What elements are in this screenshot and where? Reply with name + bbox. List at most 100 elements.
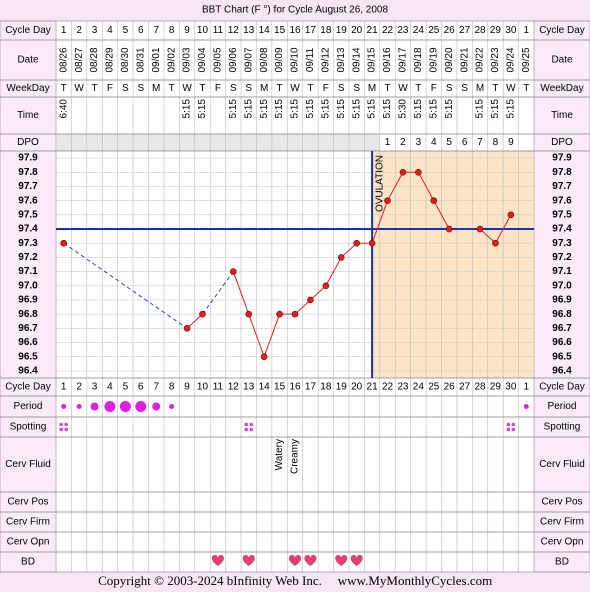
temp-point bbox=[492, 239, 499, 247]
cycle-day: 25 bbox=[428, 25, 440, 36]
date: 08/31 bbox=[135, 47, 146, 72]
cerv-fluid: Creamy bbox=[290, 439, 301, 474]
date: 09/07 bbox=[243, 47, 254, 72]
weekday: F bbox=[431, 83, 437, 94]
row-label: WeekDay bbox=[540, 83, 583, 94]
date: 08/29 bbox=[105, 47, 116, 72]
y-tick-label: 97.6 bbox=[18, 195, 38, 206]
row-label: Cerv Firm bbox=[6, 517, 50, 528]
row-label: BD bbox=[555, 557, 569, 568]
temp-point bbox=[368, 239, 376, 247]
weekday: T bbox=[277, 83, 283, 94]
cycle-day: 4 bbox=[107, 25, 113, 36]
cycle-day: 12 bbox=[228, 25, 240, 36]
cycle-day: 15 bbox=[274, 25, 286, 36]
period-dot bbox=[90, 402, 99, 411]
weekday: S bbox=[446, 83, 453, 94]
cycle-day: 28 bbox=[474, 382, 486, 393]
row-label: Cerv Fluid bbox=[5, 459, 51, 470]
time: 5:15 bbox=[274, 99, 285, 119]
time: 5:15 bbox=[259, 99, 270, 119]
y-tick-label: 97.8 bbox=[18, 167, 38, 178]
weekday: M bbox=[476, 83, 484, 94]
date: 09/11 bbox=[305, 47, 316, 72]
bd-heart bbox=[304, 554, 317, 566]
time: 5:15 bbox=[182, 99, 193, 119]
date: 09/23 bbox=[490, 47, 501, 72]
date: 09/09 bbox=[274, 47, 285, 72]
cycle-day: 24 bbox=[413, 382, 425, 393]
dpo: 1 bbox=[385, 137, 391, 148]
cycle-day: 21 bbox=[367, 25, 379, 36]
gap-connector bbox=[202, 271, 234, 315]
bd-heart bbox=[350, 554, 363, 566]
date: 09/24 bbox=[506, 47, 517, 72]
bd-heart bbox=[288, 554, 302, 566]
weekday: T bbox=[492, 83, 498, 94]
date: 09/10 bbox=[290, 47, 301, 72]
weekday: T bbox=[91, 83, 97, 94]
time: 5:15 bbox=[475, 99, 486, 119]
bd-heart bbox=[335, 554, 348, 566]
y-tick-label: 97.6 bbox=[552, 195, 572, 206]
row-label: Cerv Pos bbox=[541, 497, 582, 508]
cycle-day: 26 bbox=[444, 25, 456, 36]
cycle-day: 8 bbox=[169, 382, 175, 393]
cycle-day: 29 bbox=[490, 25, 502, 36]
time: 5:15 bbox=[305, 99, 316, 119]
dpo: 2 bbox=[400, 137, 406, 148]
y-tick-label: 96.4 bbox=[18, 366, 38, 377]
y-tick-label: 97.0 bbox=[552, 280, 572, 291]
cycle-day: 9 bbox=[184, 25, 190, 36]
temp-point bbox=[183, 325, 191, 332]
cycle-day: 11 bbox=[213, 25, 224, 36]
weekday: S bbox=[245, 83, 252, 94]
cycle-day: 1 bbox=[61, 382, 67, 393]
date: 09/22 bbox=[475, 47, 486, 72]
cycle-day: 1 bbox=[61, 25, 67, 36]
weekday: M bbox=[368, 83, 376, 94]
cycle-day: 8 bbox=[169, 25, 175, 36]
cycle-day: 3 bbox=[92, 25, 98, 36]
cycle-day: 17 bbox=[305, 382, 317, 393]
row-label: DPO bbox=[551, 137, 573, 148]
date: 09/18 bbox=[413, 47, 424, 72]
temp-point bbox=[399, 168, 407, 176]
date: 09/06 bbox=[228, 47, 239, 72]
cycle-day: 11 bbox=[213, 382, 224, 393]
date: 09/25 bbox=[521, 47, 532, 72]
cycle-day: 19 bbox=[336, 25, 348, 36]
y-tick-label: 96.5 bbox=[552, 351, 572, 362]
period-dot bbox=[76, 404, 82, 409]
row-label: Time bbox=[551, 110, 573, 121]
dot bbox=[506, 422, 511, 427]
date: 09/12 bbox=[320, 47, 331, 72]
period-dot bbox=[119, 401, 131, 412]
y-tick-label: 97.7 bbox=[18, 181, 38, 192]
dot bbox=[511, 422, 516, 427]
row-label: Cycle Day bbox=[539, 25, 585, 36]
temp-point bbox=[476, 225, 484, 233]
y-tick-label: 97.4 bbox=[18, 224, 38, 235]
temp-point bbox=[445, 225, 453, 233]
weekday: T bbox=[415, 83, 421, 94]
weekday: W bbox=[182, 83, 192, 94]
dot bbox=[249, 427, 254, 432]
y-tick-label: 96.6 bbox=[552, 337, 572, 348]
row-label: DPO bbox=[17, 137, 39, 148]
date: 09/16 bbox=[382, 47, 393, 72]
temp-point bbox=[415, 168, 422, 176]
cerv-fluid: Watery bbox=[274, 439, 285, 470]
y-tick-label: 97.8 bbox=[552, 167, 572, 178]
spotting-dots bbox=[244, 422, 254, 432]
date: 08/26 bbox=[58, 47, 69, 72]
time: 5:15 bbox=[228, 99, 239, 119]
y-tick-label: 96.7 bbox=[552, 323, 572, 334]
cycle-day: 2 bbox=[76, 25, 82, 36]
cycle-day: 14 bbox=[259, 25, 271, 36]
date: 09/04 bbox=[197, 47, 208, 72]
cycle-day: 9 bbox=[184, 382, 190, 393]
temp-point bbox=[353, 239, 360, 247]
ovulation-label: OVULATION bbox=[375, 155, 386, 212]
luteal-shade bbox=[372, 151, 534, 378]
